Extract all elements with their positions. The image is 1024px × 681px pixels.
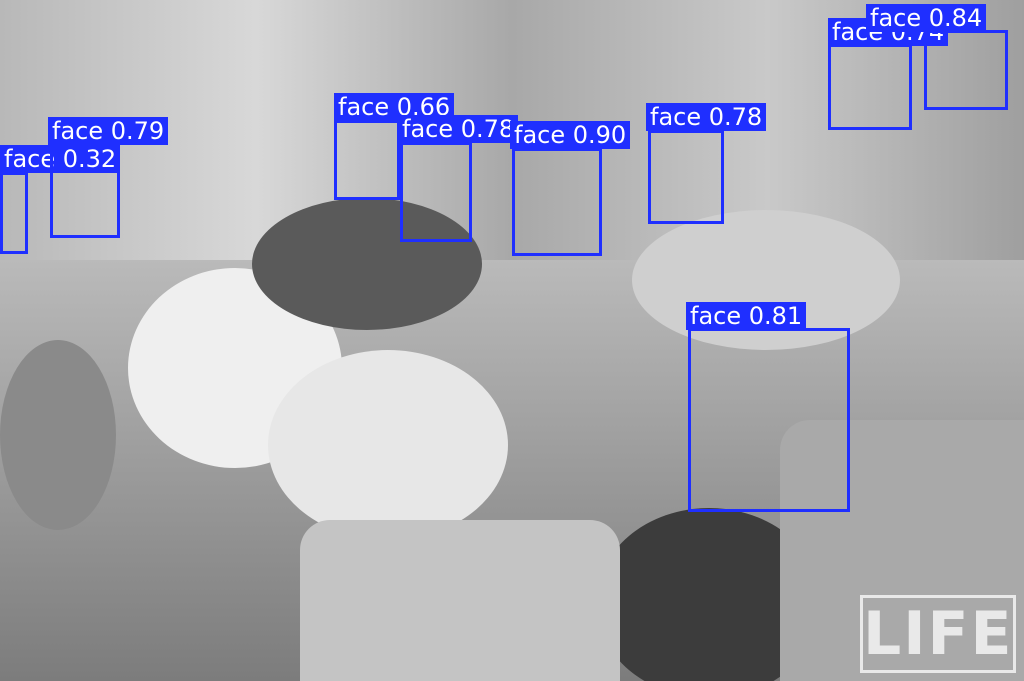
face-box — [512, 148, 602, 256]
face-box-label: face 0.90 — [510, 121, 631, 149]
hat-dark — [252, 198, 482, 330]
face-box — [0, 172, 28, 254]
face-box-label: face 0.84 — [866, 4, 987, 32]
face-box-label: face 0.81 — [686, 302, 807, 330]
face-box-label: face 0.78 — [646, 103, 767, 131]
life-watermark: LIFE — [860, 595, 1016, 673]
face-box — [334, 120, 400, 200]
face-box-label: face 0.78 — [398, 115, 519, 143]
face-box — [924, 30, 1008, 110]
shirt-center — [300, 520, 620, 681]
face-box-label: face 0.32 — [0, 145, 121, 173]
face-box — [688, 328, 850, 512]
face-box — [828, 44, 912, 130]
hat-left — [0, 340, 116, 530]
shirt-right — [780, 420, 1024, 681]
face-box — [400, 142, 472, 242]
face-box — [50, 144, 120, 238]
face-box — [648, 130, 724, 224]
cap-center — [268, 350, 508, 540]
face-box-label: face 0.79 — [48, 117, 169, 145]
